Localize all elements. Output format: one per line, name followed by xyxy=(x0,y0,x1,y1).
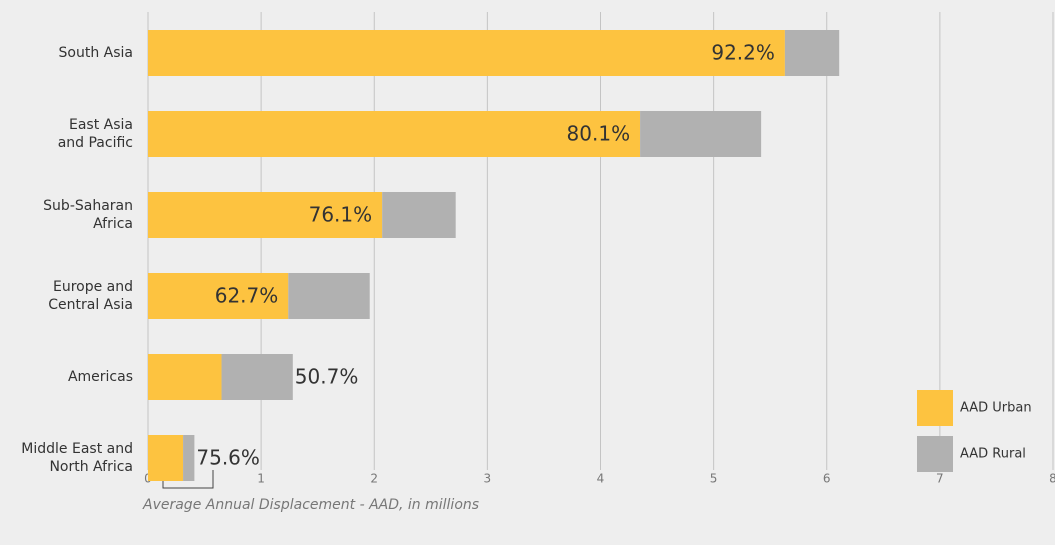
category-label: Americas xyxy=(67,369,133,385)
x-tick-label: 5 xyxy=(710,472,718,486)
category-label: Middle East and North Africa xyxy=(21,441,133,475)
bar-segment xyxy=(640,111,762,157)
bar-segment xyxy=(148,273,289,319)
category-label: Europe and Central Asia xyxy=(48,279,133,313)
value-label: 75.6% xyxy=(196,446,260,470)
legend-label: AAD Urban xyxy=(960,401,1032,416)
value-label: 50.7% xyxy=(295,365,359,389)
bar-segment xyxy=(784,30,840,76)
legend-swatch xyxy=(917,390,953,426)
x-tick-label: 1 xyxy=(257,472,265,486)
bar-segment xyxy=(148,354,222,400)
x-tick-label: 8 xyxy=(1049,472,1055,486)
legend-label: AAD Rural xyxy=(960,447,1026,462)
x-tick-label: 2 xyxy=(370,472,378,486)
x-axis-label: Average Annual Displacement - AAD, in mi… xyxy=(142,497,479,513)
bar-segment xyxy=(288,273,370,319)
bar-segment xyxy=(382,192,456,238)
bar-segment xyxy=(148,192,383,238)
value-label: 92.2% xyxy=(711,41,775,65)
x-tick-label: 6 xyxy=(823,472,831,486)
bar-segment xyxy=(148,111,641,157)
category-label: South Asia xyxy=(58,45,133,61)
value-label: 76.1% xyxy=(309,203,373,227)
value-label: 62.7% xyxy=(215,284,279,308)
x-tick-label: 7 xyxy=(936,472,944,486)
legend-swatch xyxy=(917,436,953,472)
x-tick-label: 3 xyxy=(484,472,492,486)
value-label: 80.1% xyxy=(567,122,631,146)
category-label: Sub-Saharan Africa xyxy=(43,198,133,232)
bar-segment xyxy=(221,354,293,400)
bar-segment xyxy=(148,30,785,76)
category-label: East Asia and Pacific xyxy=(57,117,133,151)
bar-segment xyxy=(183,435,195,481)
x-tick-label: 4 xyxy=(597,472,605,486)
bar-segment xyxy=(148,435,184,481)
